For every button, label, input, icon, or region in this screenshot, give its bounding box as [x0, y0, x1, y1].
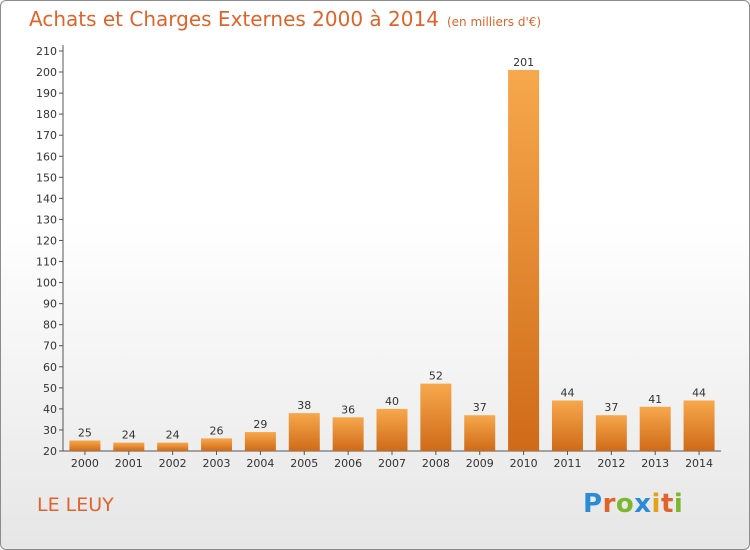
- x-tick-label-2014: 2014: [685, 457, 713, 470]
- y-tick-label: 180: [36, 108, 57, 121]
- data-label-2014: 44: [692, 386, 706, 399]
- y-tick-label: 190: [36, 87, 57, 100]
- y-tick-label: 110: [36, 256, 57, 269]
- y-tick-label: 70: [43, 340, 57, 353]
- bar-2002: [157, 442, 189, 451]
- y-tick-label: 20: [43, 445, 57, 458]
- y-tick-label: 120: [36, 234, 57, 247]
- bar-2007: [376, 408, 408, 451]
- data-label-2013: 41: [648, 393, 662, 406]
- x-tick-label-2007: 2007: [378, 457, 406, 470]
- x-tick-label-2004: 2004: [246, 457, 274, 470]
- chart-title: Achats et Charges Externes 2000 à 2014: [29, 7, 439, 31]
- bar-2011: [551, 400, 583, 451]
- data-label-2000: 25: [78, 426, 92, 439]
- bar-2010: [508, 69, 540, 452]
- x-tick-label-2010: 2010: [510, 457, 538, 470]
- logo-letter: t: [660, 489, 674, 519]
- chart-data-labels: 25 24 24 26 29 38 36 40 52 37 201 44 37 41 44: [78, 56, 706, 442]
- data-label-2012: 37: [604, 401, 618, 414]
- data-label-2010: 201: [513, 56, 534, 69]
- bar-2000: [69, 440, 101, 451]
- bar-2006: [332, 417, 364, 451]
- bar-2003: [201, 438, 233, 451]
- y-tick-label: 170: [36, 129, 57, 142]
- commune-name: LE LEUY: [37, 494, 114, 516]
- y-tick-label: 130: [36, 213, 57, 226]
- data-label-2002: 24: [166, 429, 180, 442]
- data-label-2006: 36: [341, 403, 355, 416]
- y-tick-label: 160: [36, 150, 57, 163]
- logo-letter: i: [673, 489, 684, 519]
- x-tick-label-2002: 2002: [159, 457, 187, 470]
- chart-title-block: Achats et Charges Externes 2000 à 2014 (e…: [29, 7, 541, 31]
- bar-2012: [595, 415, 627, 451]
- bar-2004: [244, 432, 276, 451]
- x-tick-label-2001: 2001: [115, 457, 143, 470]
- data-label-2005: 38: [297, 399, 311, 412]
- logo-letter: P: [583, 489, 603, 519]
- x-tick-label-2012: 2012: [597, 457, 625, 470]
- logo-letter: i: [651, 489, 661, 519]
- x-tick-label-2009: 2009: [466, 457, 494, 470]
- proxiti-logo: Proxiti: [583, 489, 683, 519]
- x-tick-label-2006: 2006: [334, 457, 362, 470]
- y-tick-label: 210: [36, 45, 57, 58]
- data-label-2009: 37: [473, 401, 487, 414]
- y-tick-label: 50: [43, 382, 57, 395]
- bar-2014: [683, 400, 715, 451]
- chart-y-tick-labels: 20 30 40 50 60 70 80 90 100 110 120 130 140 150 160 170…: [36, 45, 63, 458]
- data-label-2001: 24: [122, 429, 136, 442]
- y-tick-label: 200: [36, 66, 57, 79]
- data-label-2003: 26: [210, 424, 224, 437]
- x-tick-label-2000: 2000: [71, 457, 99, 470]
- y-tick-label: 30: [43, 424, 57, 437]
- bar-2001: [113, 442, 145, 451]
- y-tick-label: 40: [43, 403, 57, 416]
- bar-2005: [288, 413, 320, 451]
- x-tick-label-2011: 2011: [553, 457, 581, 470]
- x-tick-label-2003: 2003: [203, 457, 231, 470]
- bar-2013: [639, 406, 671, 451]
- y-tick-label: 140: [36, 192, 57, 205]
- y-tick-label: 60: [43, 361, 57, 374]
- data-label-2011: 44: [560, 386, 574, 399]
- data-label-2004: 29: [253, 418, 267, 431]
- logo-letter: r: [602, 489, 616, 519]
- data-label-2008: 52: [429, 370, 443, 383]
- chart-axes: [62, 45, 721, 452]
- y-tick-label: 100: [36, 277, 57, 290]
- y-tick-label: 90: [43, 298, 57, 311]
- logo-letter: o: [615, 489, 635, 519]
- chart-bars: [69, 69, 715, 452]
- y-tick-label: 150: [36, 171, 57, 184]
- data-label-2007: 40: [385, 395, 399, 408]
- logo-letter: x: [634, 489, 652, 519]
- x-tick-label-2008: 2008: [422, 457, 450, 470]
- chart-unit-note: (en milliers d'€): [446, 15, 542, 29]
- x-tick-label-2013: 2013: [641, 457, 669, 470]
- bar-2009: [464, 415, 496, 451]
- y-tick-label: 80: [43, 319, 57, 332]
- bar-2008: [420, 383, 452, 451]
- x-tick-label-2005: 2005: [290, 457, 318, 470]
- chart-x-tick-labels: 2000 2001 2002 2003 2004 2005 2006 2007 2008 2009…: [71, 451, 713, 470]
